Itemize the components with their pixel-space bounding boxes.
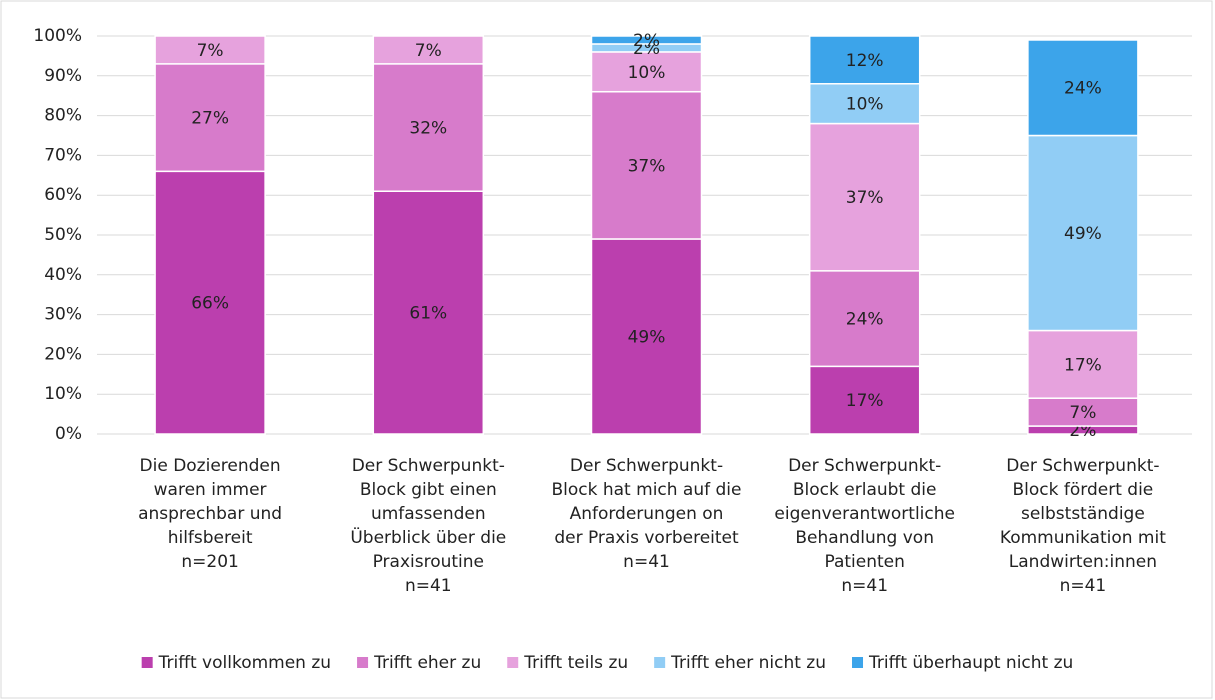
x-tick-label: n=41 bbox=[1060, 576, 1107, 596]
x-tick-label: Behandlung von bbox=[795, 528, 934, 548]
bar-segment bbox=[154, 63, 266, 173]
y-tick-label: 50% bbox=[44, 225, 82, 245]
data-label: 24% bbox=[846, 310, 884, 330]
data-label: 37% bbox=[846, 188, 884, 208]
bar-segment bbox=[808, 83, 921, 125]
bar-segment bbox=[808, 122, 921, 272]
data-label: 7% bbox=[197, 41, 224, 61]
x-tick-label: eigenverantwortliche bbox=[774, 504, 955, 524]
y-tick-label: 90% bbox=[44, 66, 82, 86]
bar-segment bbox=[1027, 134, 1139, 332]
bar-segment bbox=[808, 270, 921, 368]
legend-label: Trifft überhaupt nicht zu bbox=[868, 653, 1073, 673]
data-label: 7% bbox=[1069, 403, 1096, 423]
y-tick-label: 20% bbox=[44, 344, 82, 364]
y-tick-label: 80% bbox=[44, 106, 82, 126]
x-tick-label: waren immer bbox=[154, 480, 267, 500]
bar-segment bbox=[808, 365, 921, 435]
bar-segment bbox=[372, 35, 485, 65]
legend-swatch bbox=[141, 657, 153, 668]
x-tick-label: Praxisroutine bbox=[373, 552, 484, 572]
legend-label: Trifft vollkommen zu bbox=[158, 653, 331, 673]
x-tick-label: Block gibt einen bbox=[360, 480, 497, 500]
y-tick-label: 70% bbox=[44, 145, 82, 165]
x-tick-label: selbstständige bbox=[1021, 504, 1145, 524]
bar-segment bbox=[1027, 39, 1139, 137]
x-tick-label: Der Schwerpunkt- bbox=[570, 456, 723, 476]
x-tick-label: Kommunikation mit bbox=[1000, 528, 1166, 548]
legend-swatch bbox=[507, 657, 519, 668]
x-tick-label: Block erlaubt die bbox=[793, 480, 937, 500]
x-tick-label: Patienten bbox=[824, 552, 904, 572]
x-tick-label: Anforderungen on bbox=[570, 504, 724, 524]
bar-segment bbox=[154, 170, 266, 435]
data-label: 17% bbox=[846, 391, 884, 411]
data-label: 49% bbox=[628, 327, 666, 347]
legend-swatch bbox=[654, 657, 666, 668]
data-label: 17% bbox=[1064, 355, 1102, 375]
data-label: 66% bbox=[191, 294, 229, 314]
data-label: 7% bbox=[415, 41, 442, 61]
bar-segment bbox=[590, 35, 703, 45]
bar-segment bbox=[154, 35, 266, 65]
y-tick-label: 0% bbox=[55, 424, 82, 444]
legend-label: Trifft teils zu bbox=[523, 653, 628, 673]
data-label: 12% bbox=[846, 51, 884, 71]
x-tick-label: umfassenden bbox=[371, 504, 486, 524]
x-tick-label: Block hat mich auf die bbox=[551, 480, 741, 500]
y-tick-label: 30% bbox=[44, 305, 82, 325]
data-label: 37% bbox=[628, 156, 666, 176]
bar-segment bbox=[590, 51, 703, 93]
data-label: 10% bbox=[628, 63, 666, 83]
data-label: 27% bbox=[191, 109, 229, 129]
x-tick-label: Block fördert die bbox=[1013, 480, 1154, 500]
x-tick-label: der Praxis vorbereitet bbox=[554, 528, 739, 548]
x-tick-label: Der Schwerpunkt- bbox=[788, 456, 941, 476]
bar-segment bbox=[372, 190, 485, 435]
x-tick-label: n=41 bbox=[405, 576, 452, 596]
bar-segment bbox=[1027, 397, 1139, 427]
data-label: 49% bbox=[1064, 224, 1102, 244]
data-label: 32% bbox=[409, 119, 447, 139]
legend-swatch bbox=[357, 657, 369, 668]
legend-label: Trifft eher nicht zu bbox=[670, 653, 826, 673]
data-label: 24% bbox=[1064, 79, 1102, 99]
x-tick-label: Landwirten:innen bbox=[1009, 552, 1157, 572]
bar-segment bbox=[1027, 329, 1139, 399]
x-tick-label: hilfsbereit bbox=[168, 528, 253, 548]
data-label: 61% bbox=[409, 304, 447, 324]
y-tick-label: 10% bbox=[44, 384, 82, 404]
legend-swatch bbox=[852, 657, 864, 668]
x-tick-label: Der Schwerpunkt- bbox=[1006, 456, 1159, 476]
legend-label: Trifft eher zu bbox=[373, 653, 481, 673]
x-tick-label: Überblick über die bbox=[350, 526, 506, 548]
x-tick-label: ansprechbar und bbox=[138, 504, 282, 524]
data-label: 2% bbox=[633, 31, 660, 51]
data-label: 10% bbox=[846, 95, 884, 115]
bar-segment bbox=[590, 90, 703, 240]
y-tick-label: 40% bbox=[44, 265, 82, 285]
bar-segment bbox=[808, 35, 921, 85]
x-tick-label: Der Schwerpunkt- bbox=[352, 456, 505, 476]
x-tick-label: n=41 bbox=[623, 552, 670, 572]
y-tick-label: 60% bbox=[44, 185, 82, 205]
x-tick-label: Die Dozierenden bbox=[140, 456, 281, 476]
x-tick-label: n=41 bbox=[841, 576, 888, 596]
bar-segment bbox=[590, 238, 703, 435]
x-tick-label: n=201 bbox=[181, 552, 238, 572]
y-tick-label: 100% bbox=[33, 26, 82, 46]
